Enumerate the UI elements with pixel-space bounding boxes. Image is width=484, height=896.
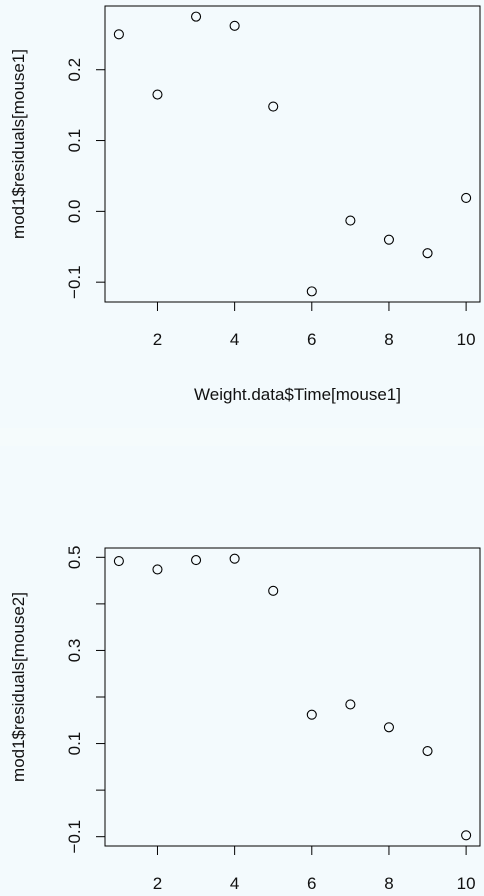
data-point [383,234,395,245]
y-tick-label: 0.1 [65,129,84,153]
plot-frame [104,547,481,847]
data-point [113,555,124,567]
data-point [190,11,202,22]
y-tick-label: −0.1 [65,265,84,299]
y-tick-label: 0.1 [65,732,84,756]
scatter-chart-mouse1: 2 4 6 8 10 −0.1 0.0 0.1 0.2 Weight.data$Time[mous… [9,5,481,404]
data-point [229,20,240,31]
data-point [113,29,124,40]
y-tick-label: −0.1 [65,820,84,854]
scatter-chart-mouse2: 2 4 6 8 10 −0.1 0.1 0.3 0.5 mod1$residuals[mouse2… [9,545,481,893]
data-point [383,722,395,733]
data-point [190,555,202,566]
y-tick-label: 0.2 [65,58,84,82]
data-point [152,564,163,575]
data-point [306,709,317,720]
x-tick-label: 6 [307,330,316,349]
x-tick-label: 8 [384,330,393,349]
x-tick-label: 10 [457,874,476,893]
data-point [345,215,356,226]
data-point [422,745,433,757]
data-point [152,89,163,100]
y-axis-label: mod1$residuals[mouse1] [9,49,28,239]
chart-panel-mouse1: 2 4 6 8 10 −0.1 0.0 0.1 0.2 Weight.data$Time[mous… [0,0,484,428]
x-tick-label: 10 [457,330,476,349]
x-tick-label: 4 [230,330,239,349]
x-tick-label: 2 [153,330,162,349]
x-axis-label: Weight.data$Time[mouse1] [194,385,401,404]
chart-panel-mouse2: 2 4 6 8 10 −0.1 0.1 0.3 0.5 mod1$residuals[mouse2… [0,446,484,896]
data-point [461,192,472,203]
data-point [229,553,240,564]
data-point [461,830,472,841]
y-axis-label: mod1$residuals[mouse2] [9,592,28,782]
data-point [268,585,279,596]
x-tick-label: 6 [307,874,316,893]
x-tick-label: 2 [153,874,162,893]
data-point [268,101,279,112]
data-point [345,699,356,710]
x-tick-label: 4 [230,874,239,893]
y-tick-label: 0.0 [65,200,84,224]
x-tick-label: 8 [384,874,393,893]
data-point [306,286,317,297]
y-tick-label: 0.3 [65,639,84,663]
data-point [422,248,433,259]
plot-frame [104,5,481,303]
y-tick-label: 0.5 [65,545,84,569]
